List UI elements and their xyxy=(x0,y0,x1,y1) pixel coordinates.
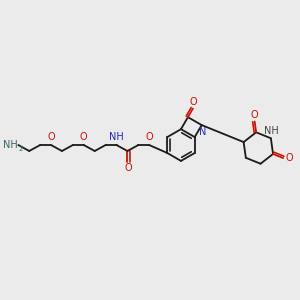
Text: NH: NH xyxy=(265,126,279,136)
Text: O: O xyxy=(146,132,153,142)
Text: NH: NH xyxy=(3,140,17,150)
Text: O: O xyxy=(80,132,88,142)
Text: NH: NH xyxy=(109,132,124,142)
Text: O: O xyxy=(285,153,293,163)
Text: N: N xyxy=(199,127,206,137)
Text: O: O xyxy=(47,132,55,142)
Text: O: O xyxy=(124,163,132,173)
Text: O: O xyxy=(251,110,258,119)
Text: O: O xyxy=(189,97,197,106)
Text: 2: 2 xyxy=(18,146,22,152)
